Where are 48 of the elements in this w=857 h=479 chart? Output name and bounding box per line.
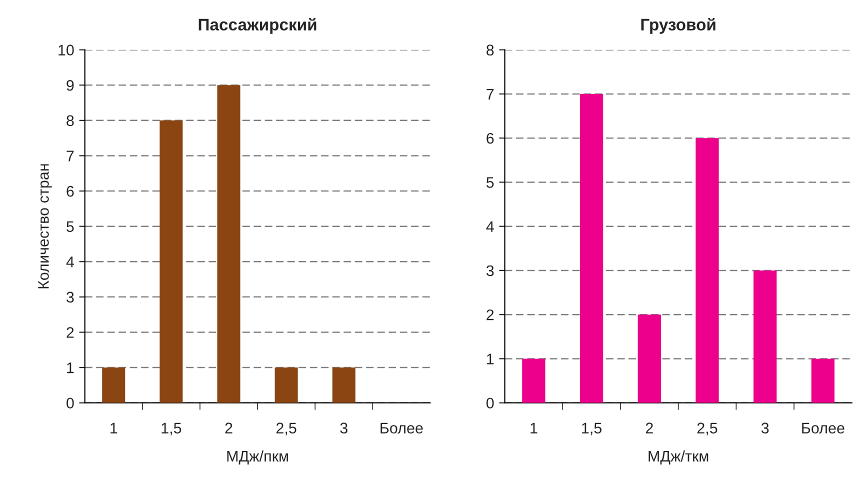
x-tick-label: 1: [110, 422, 118, 434]
bar: [638, 314, 661, 403]
x-tick-label: 2,5: [697, 422, 718, 436]
y-tick-label: 4: [66, 256, 74, 268]
y-tick-label: 7: [66, 150, 74, 162]
x-tick-label: 2: [646, 422, 653, 434]
bar: [160, 120, 183, 403]
y-tick-label: 10: [58, 44, 74, 56]
y-tick-label: 6: [66, 186, 74, 197]
chart-title: Грузовой: [641, 18, 716, 34]
x-tick-label: 2,5: [276, 422, 296, 436]
x-tick-label: 1,5: [582, 422, 602, 436]
x-tick-label: 1,5: [162, 422, 182, 436]
bar: [274, 368, 298, 403]
y-tick-label: 5: [486, 177, 494, 188]
y-tick-label: 9: [66, 80, 74, 91]
x-tick-label: 3: [761, 422, 769, 434]
bar: [696, 138, 719, 403]
x-tick-label: 2: [225, 422, 232, 434]
bar: [754, 270, 777, 403]
y-tick-label: 0: [486, 398, 494, 409]
y-tick-label: 6: [486, 132, 494, 144]
chart-title: Пассажирский: [198, 18, 316, 34]
y-tick-label: 1: [67, 362, 74, 374]
y-tick-label: 1: [487, 354, 494, 364]
y-tick-label: 8: [486, 44, 494, 56]
x-tick-label: Более: [802, 422, 844, 434]
x-axis-title: МДж/ткм: [648, 450, 708, 465]
x-tick-label: 3: [340, 422, 348, 434]
y-tick-label: 2: [66, 327, 74, 338]
bar: [811, 358, 835, 403]
x-tick-label: Более: [380, 422, 423, 434]
y-tick-label: 5: [66, 221, 74, 232]
bar: [522, 358, 546, 403]
y-tick-label: 2: [486, 309, 494, 320]
bar: [332, 368, 356, 403]
y-tick-label: 3: [66, 292, 74, 303]
bar: [580, 94, 604, 403]
y-tick-label: 8: [66, 115, 74, 126]
y-tick-label: 0: [66, 398, 74, 409]
y-tick-label: 4: [486, 221, 494, 232]
x-tick-label: 1: [530, 422, 538, 434]
bar: [217, 85, 240, 403]
y-tick-label: 3: [486, 265, 494, 276]
y-axis-title: Количество стран: [38, 164, 52, 288]
x-axis-title: МДж/пкм: [227, 450, 288, 465]
bar: [102, 368, 126, 403]
y-tick-label: 7: [486, 88, 494, 100]
